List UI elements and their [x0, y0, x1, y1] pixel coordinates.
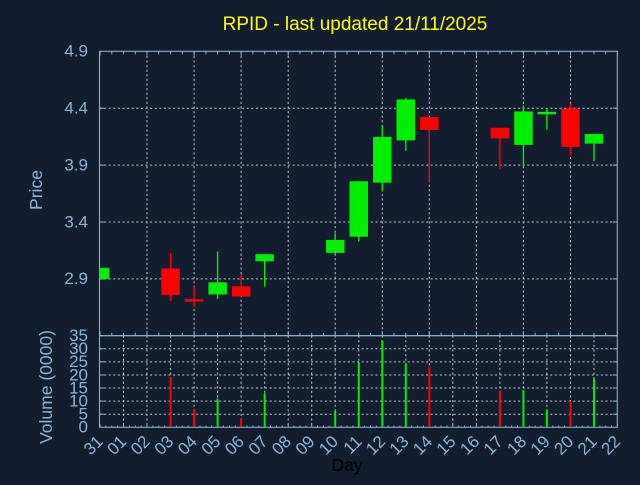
svg-text:4.9: 4.9 [64, 42, 88, 61]
svg-text:4.4: 4.4 [64, 99, 88, 118]
svg-text:3.9: 3.9 [64, 155, 88, 174]
svg-text:Day: Day [331, 455, 362, 475]
svg-text:3.4: 3.4 [64, 212, 88, 231]
svg-text:0: 0 [79, 418, 88, 437]
svg-text:2.9: 2.9 [64, 269, 88, 288]
svg-text:35: 35 [69, 326, 88, 345]
svg-text:25: 25 [69, 352, 88, 371]
svg-text:5: 5 [79, 405, 88, 424]
svg-text:30: 30 [69, 339, 88, 358]
svg-text:10: 10 [69, 391, 88, 410]
svg-text:RPID - last updated 21/11/2025: RPID - last updated 21/11/2025 [223, 14, 488, 35]
svg-text:15: 15 [69, 378, 88, 397]
svg-text:20: 20 [69, 365, 88, 384]
svg-text:Price: Price [26, 170, 46, 210]
svg-text:Volume (0000): Volume (0000) [36, 330, 56, 444]
